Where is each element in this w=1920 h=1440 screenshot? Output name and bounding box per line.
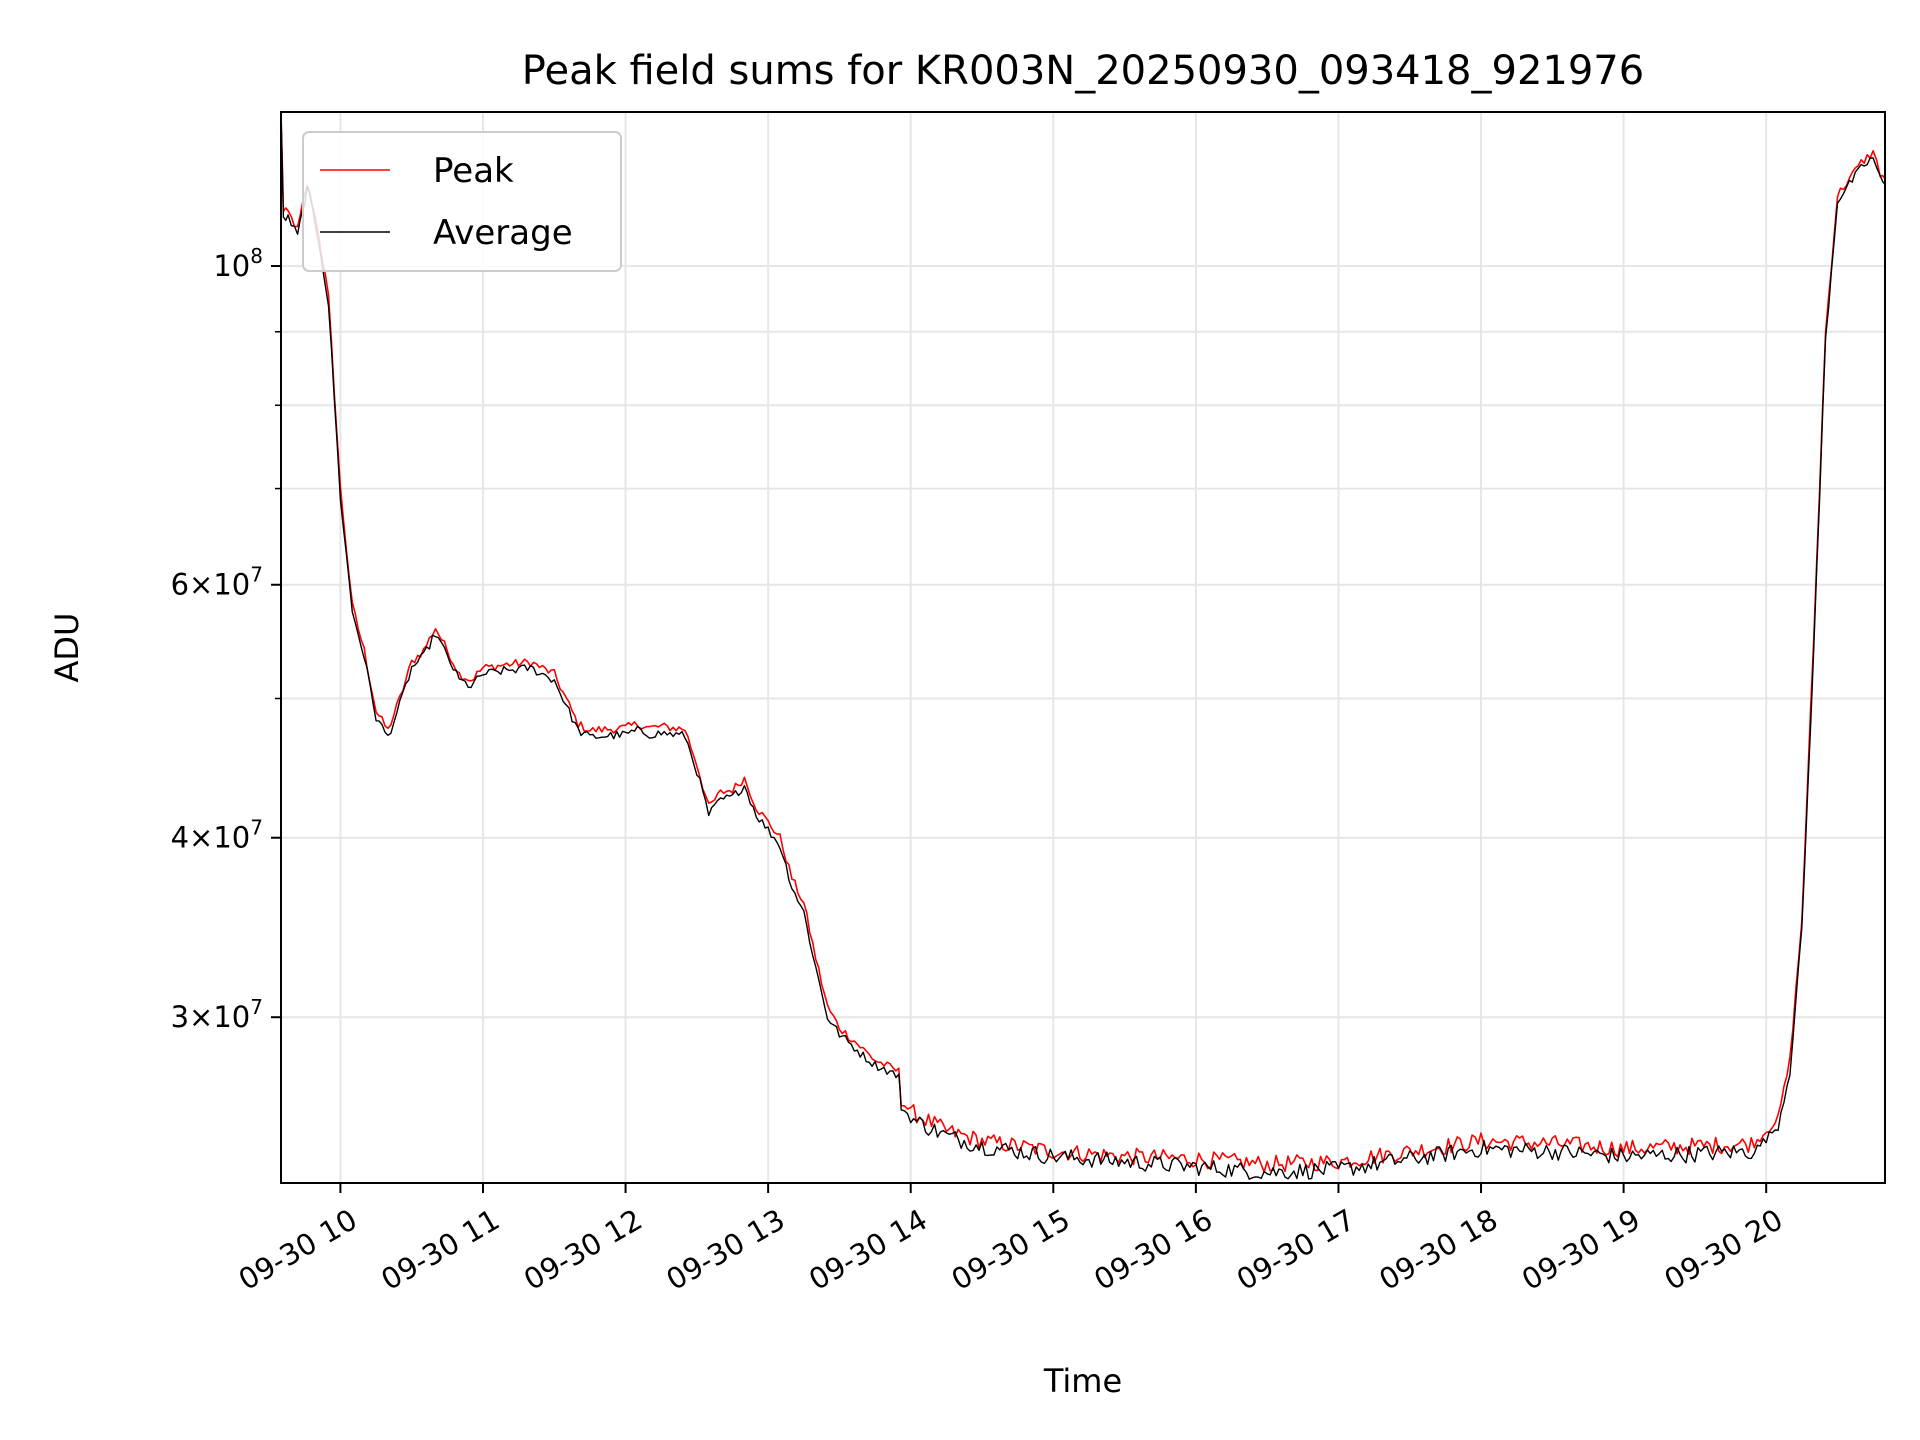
y-tick-label: 108 xyxy=(213,244,263,283)
grid xyxy=(281,112,1885,1183)
legend-label-peak: Peak xyxy=(433,151,514,191)
legend-label-average: Average xyxy=(433,213,573,253)
series-layer xyxy=(280,111,1886,1180)
y-tick-label: 3×107 xyxy=(171,995,263,1034)
x-axis-label: Time xyxy=(1043,1362,1122,1400)
legend-box xyxy=(302,131,622,272)
y-tick-label: 6×107 xyxy=(171,563,263,602)
legend: Peak Average xyxy=(302,131,622,272)
y-axis-label: ADU xyxy=(48,613,86,683)
chart-title: Peak field sums for KR003N_20250930_0934… xyxy=(522,48,1644,94)
series-line-peak xyxy=(280,111,1886,1173)
series-line-average xyxy=(280,112,1886,1180)
plot-frame xyxy=(280,111,1886,1184)
y-tick-label: 4×107 xyxy=(171,816,263,855)
